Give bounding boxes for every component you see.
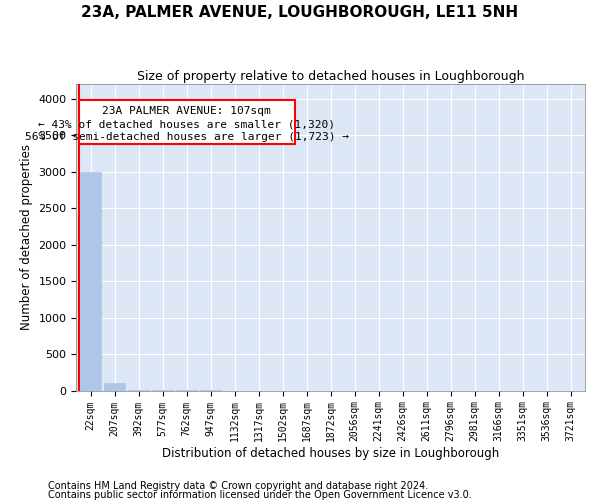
Text: 23A PALMER AVENUE: 107sqm: 23A PALMER AVENUE: 107sqm <box>102 106 271 116</box>
Text: 23A, PALMER AVENUE, LOUGHBOROUGH, LE11 5NH: 23A, PALMER AVENUE, LOUGHBOROUGH, LE11 5… <box>82 5 518 20</box>
FancyBboxPatch shape <box>79 100 295 144</box>
Text: 56% of semi-detached houses are larger (1,723) →: 56% of semi-detached houses are larger (… <box>25 132 349 142</box>
Title: Size of property relative to detached houses in Loughborough: Size of property relative to detached ho… <box>137 70 524 83</box>
X-axis label: Distribution of detached houses by size in Loughborough: Distribution of detached houses by size … <box>162 447 499 460</box>
Text: ← 43% of detached houses are smaller (1,320): ← 43% of detached houses are smaller (1,… <box>38 120 335 130</box>
Text: Contains public sector information licensed under the Open Government Licence v3: Contains public sector information licen… <box>48 490 472 500</box>
Bar <box>104 384 125 390</box>
Bar <box>80 172 101 390</box>
Y-axis label: Number of detached properties: Number of detached properties <box>20 144 33 330</box>
Text: Contains HM Land Registry data © Crown copyright and database right 2024.: Contains HM Land Registry data © Crown c… <box>48 481 428 491</box>
